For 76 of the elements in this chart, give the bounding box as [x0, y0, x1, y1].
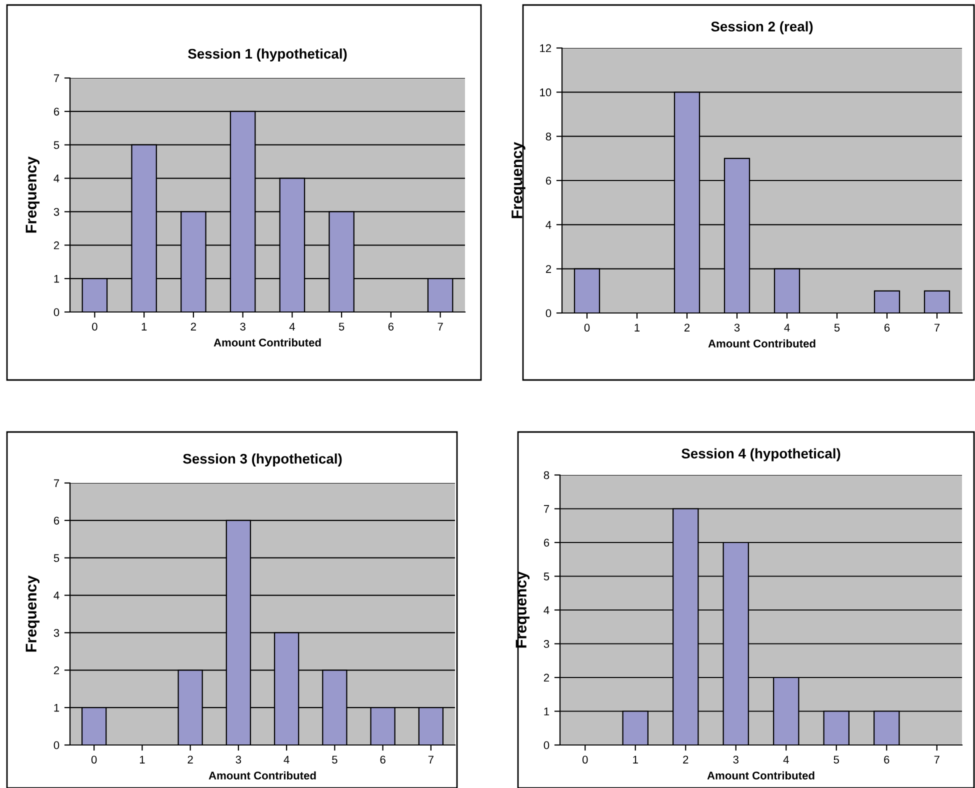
- y-tick-label: 4: [544, 606, 550, 614]
- y-tick-label: 0: [54, 308, 60, 316]
- x-tick-label: 5: [834, 324, 840, 332]
- y-tick-label: 6: [54, 108, 60, 116]
- y-tick-label: 6: [544, 538, 550, 547]
- x-tick-label: 1: [142, 322, 147, 330]
- y-tick-label: 0: [54, 741, 60, 750]
- x-tick-label: 3: [240, 322, 246, 331]
- y-tick-label: 3: [544, 640, 550, 648]
- y-tick-label: 0: [544, 741, 550, 750]
- x-tick-label: 1: [633, 756, 638, 764]
- x-tick-label: 0: [584, 324, 590, 332]
- x-tick-label: 0: [582, 756, 588, 764]
- x-tick-label: 1: [634, 324, 640, 332]
- y-tick-label: 0: [546, 309, 552, 318]
- x-tick-label: 1: [140, 756, 145, 764]
- chart-title: Session 4 (hypothetical): [682, 448, 840, 462]
- x-tick-label: 5: [834, 756, 839, 764]
- y-tick-label: 7: [54, 74, 60, 82]
- x-tick-label: 4: [784, 324, 790, 332]
- y-tick-label: 3: [54, 208, 60, 216]
- y-tick-label: 10: [540, 88, 552, 96]
- y-tick-label: 4: [546, 221, 552, 229]
- y-tick-label: 1: [54, 704, 60, 712]
- x-tick-label: 7: [428, 756, 434, 764]
- x-tick-label: 6: [884, 756, 890, 764]
- y-tick-label: 2: [546, 265, 552, 273]
- x-tick-label: 4: [783, 756, 789, 764]
- y-tick-label: 2: [54, 241, 60, 250]
- x-tick-label: 2: [683, 756, 688, 764]
- y-tick-label: 2: [54, 666, 60, 674]
- x-tick-label: 0: [92, 322, 98, 331]
- y-tick-label: 8: [544, 471, 550, 480]
- y-tick-label: 1: [544, 708, 550, 716]
- x-axis-title: Amount Contributed: [214, 338, 321, 346]
- x-tick-label: 7: [934, 756, 940, 764]
- x-tick-label: 4: [284, 756, 290, 764]
- y-tick-label: 3: [54, 628, 60, 637]
- y-axis-title: Frequency: [26, 575, 40, 652]
- x-tick-label: 7: [934, 324, 940, 332]
- x-tick-label: 5: [338, 322, 344, 331]
- chart-title: Session 2 (real): [711, 21, 813, 34]
- y-tick-label: 12: [540, 44, 552, 52]
- y-tick-label: 7: [54, 479, 60, 488]
- x-tick-label: 0: [91, 756, 97, 764]
- y-tick-label: 8: [546, 132, 552, 140]
- x-tick-label: 6: [388, 322, 394, 331]
- x-axis-title: Amount Contributed: [208, 771, 316, 780]
- chart-title: Session 1 (hypothetical): [188, 48, 347, 62]
- x-tick-label: 2: [188, 756, 193, 764]
- y-axis-title: Frequency: [512, 142, 526, 218]
- x-tick-label: 6: [884, 324, 890, 332]
- y-tick-label: 4: [54, 174, 60, 182]
- y-axis-title: Frequency: [26, 156, 40, 233]
- x-tick-label: 3: [733, 756, 738, 764]
- x-tick-label: 3: [236, 756, 242, 764]
- x-tick-label: 5: [332, 756, 338, 764]
- x-axis-title: Amount Contributed: [707, 771, 814, 780]
- x-tick-label: 7: [438, 322, 443, 330]
- x-tick-label: 6: [380, 756, 386, 764]
- y-tick-label: 4: [54, 592, 60, 600]
- x-tick-label: 2: [684, 324, 690, 332]
- y-tick-label: 2: [544, 674, 550, 682]
- y-axis-title: Frequency: [516, 571, 530, 648]
- y-tick-label: 5: [54, 554, 60, 562]
- y-tick-label: 6: [54, 516, 60, 525]
- x-tick-label: 3: [734, 324, 740, 332]
- y-tick-label: 5: [544, 572, 550, 580]
- chart-title: Session 3 (hypothetical): [183, 453, 342, 466]
- x-axis-title: Amount Contributed: [708, 339, 816, 348]
- y-tick-label: 6: [546, 176, 552, 185]
- y-tick-label: 7: [544, 505, 550, 513]
- y-tick-label: 5: [54, 141, 60, 149]
- y-tick-label: 1: [54, 274, 60, 283]
- x-tick-label: 2: [190, 322, 196, 330]
- x-tick-label: 4: [289, 322, 295, 330]
